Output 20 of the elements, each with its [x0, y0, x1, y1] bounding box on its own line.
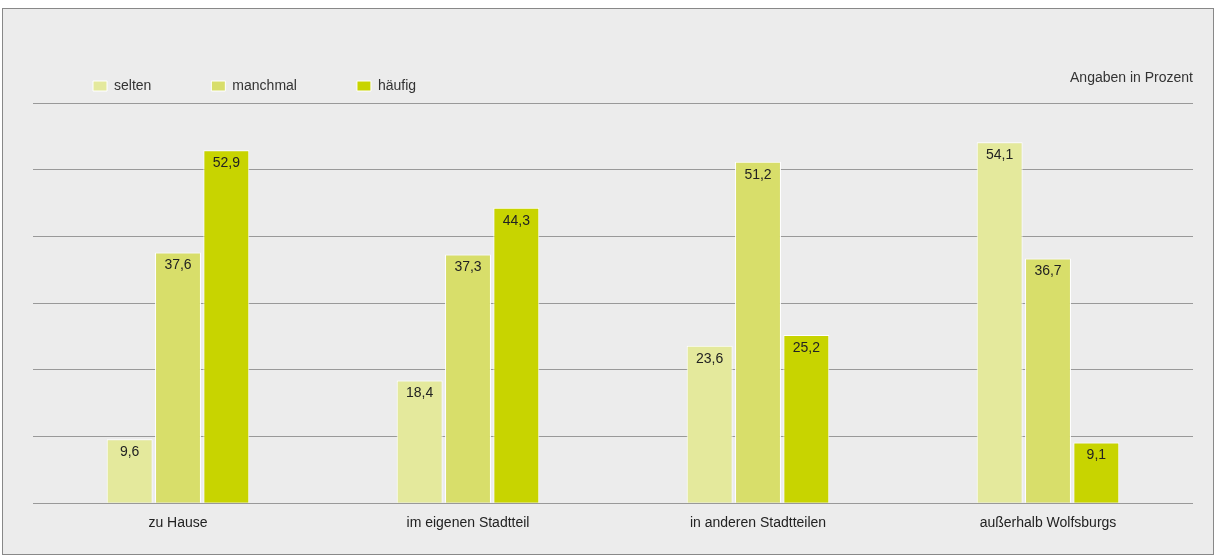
x-tick-label: im eigenen Stadtteil	[406, 514, 530, 531]
text: Angaben in Prozent	[1070, 69, 1193, 85]
data-label: 23,6	[696, 349, 724, 366]
data-label: 52,9	[212, 154, 241, 171]
data-label: 9,6	[119, 443, 140, 460]
data-label: 51,2	[744, 165, 772, 182]
x-tick-label: zu Hause	[148, 514, 208, 531]
data-label: 54,1	[986, 146, 1014, 163]
x-tick-label: in anderen Stadtteilen	[689, 514, 827, 531]
data-label: 9,1	[1086, 446, 1107, 463]
data-label: 44,3	[502, 211, 531, 228]
data-label: 36,7	[1034, 262, 1062, 279]
x-tick-label: außerhalb Wolfsburgs	[979, 514, 1117, 531]
legend-label: manchmal	[232, 76, 297, 93]
legend-label: selten	[114, 76, 152, 93]
legend-label: häufig	[377, 76, 417, 93]
data-label: 37,6	[164, 256, 192, 273]
data-label: 18,4	[406, 384, 434, 401]
data-label: 37,3	[454, 258, 482, 275]
data-label: 25,2	[792, 338, 821, 355]
